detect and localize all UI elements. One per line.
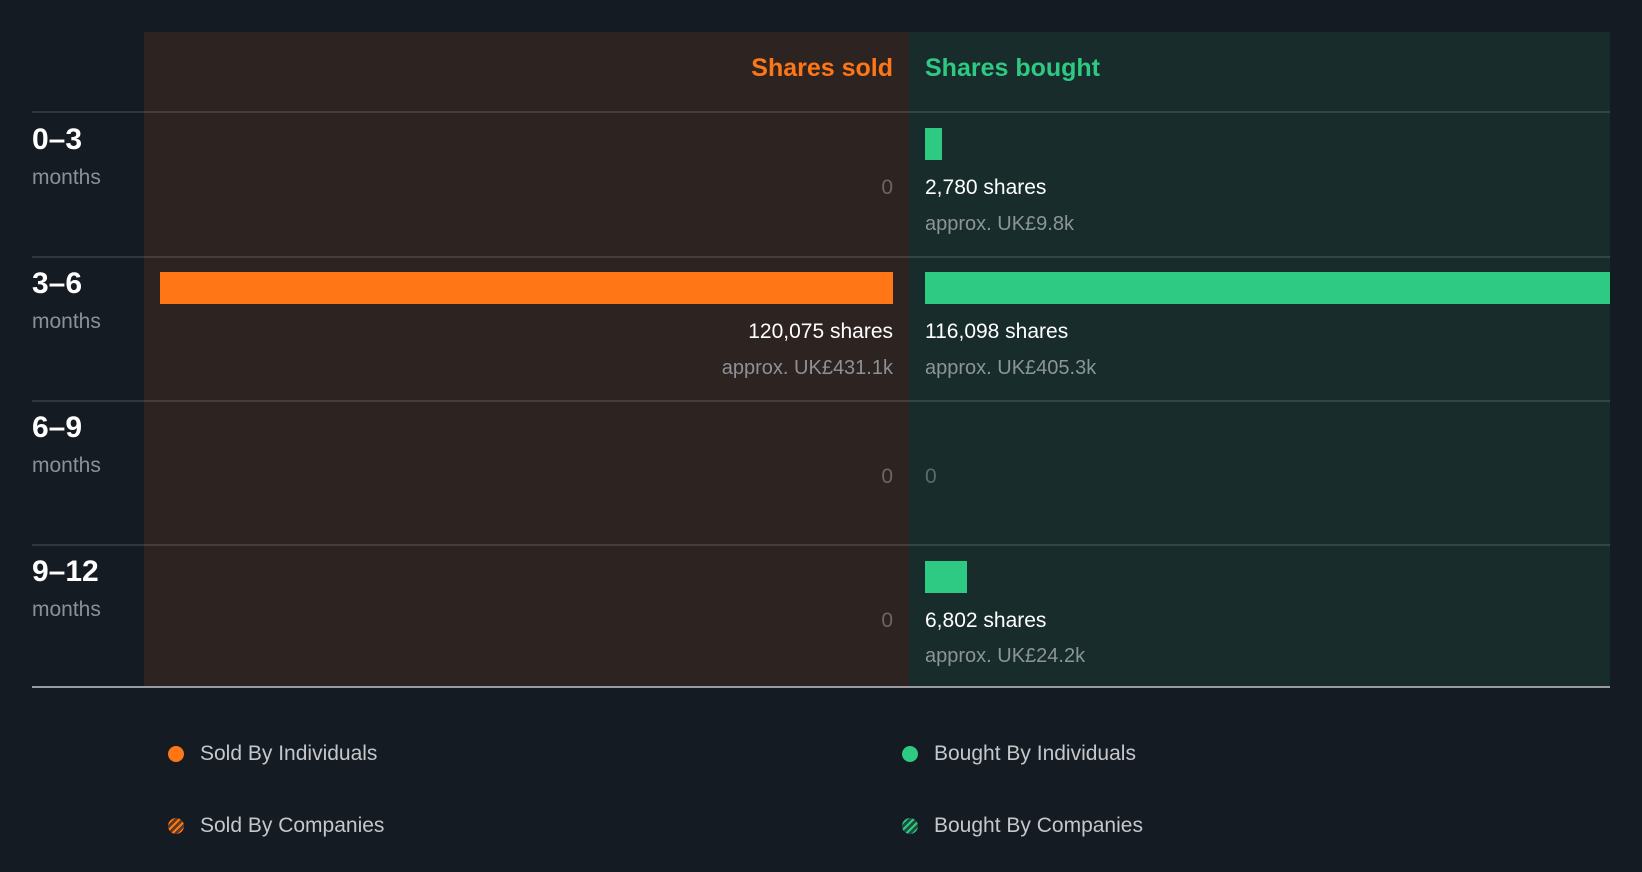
legend-label: Bought By Individuals [934,742,1136,765]
shares-bought-panel [909,32,1610,687]
period-unit: months [32,598,101,621]
legend-label: Sold By Individuals [200,742,378,765]
sold-zero-value: 0 [881,609,893,632]
row-divider [32,256,1610,258]
bought-bar[interactable] [925,561,967,593]
legend-label: Sold By Companies [200,814,385,837]
period-label: 9–12 months [32,554,101,622]
bought-individuals-dot-icon [902,746,918,762]
period-label: 6–9 months [32,410,101,478]
period-unit: months [32,310,101,333]
sold-bar[interactable] [160,272,893,304]
period-unit: months [32,166,101,189]
sold-companies-striped-dot-icon [168,818,184,834]
legend-bought-companies[interactable]: Bought By Companies [902,814,1143,838]
period-unit: months [32,454,101,477]
bought-companies-striped-dot-icon [902,818,918,834]
sold-approx-value: approx. UK£431.1k [721,357,893,379]
period-label: 0–3 months [32,122,101,190]
bought-approx-value: approx. UK£9.8k [925,213,1074,235]
shares-sold-header: Shares sold [751,54,893,82]
bought-shares: 2,780 shares [925,176,1047,199]
period-range: 6–9 [32,411,83,444]
legend-label: Bought By Companies [934,814,1143,837]
period-range: 9–12 [32,555,99,588]
bought-approx-value: approx. UK£24.2k [925,645,1086,667]
period-range: 0–3 [32,123,83,156]
sold-zero-value: 0 [881,465,893,488]
row-divider [32,400,1610,402]
bought-bar[interactable] [925,128,942,160]
sold-individuals-dot-icon [168,746,184,762]
bought-bar[interactable] [925,272,1610,304]
sold-shares: 120,075 shares [748,320,893,343]
bought-zero-value: 0 [925,465,937,488]
bought-shares: 116,098 shares [925,320,1069,343]
shares-bought-header: Shares bought [925,54,1101,82]
period-range: 3–6 [32,267,83,300]
chart-baseline [32,686,1610,688]
bought-shares: 6,802 shares [925,609,1047,632]
sold-zero-value: 0 [881,176,893,199]
shares-sold-panel [144,32,909,687]
row-divider [32,111,1610,113]
legend-sold-individuals[interactable]: Sold By Individuals [168,742,377,766]
period-label: 3–6 months [32,266,101,334]
row-divider [32,544,1610,546]
legend-bought-individuals[interactable]: Bought By Individuals [902,742,1136,766]
bought-approx-value: approx. UK£405.3k [925,357,1097,379]
legend-sold-companies[interactable]: Sold By Companies [168,814,384,838]
